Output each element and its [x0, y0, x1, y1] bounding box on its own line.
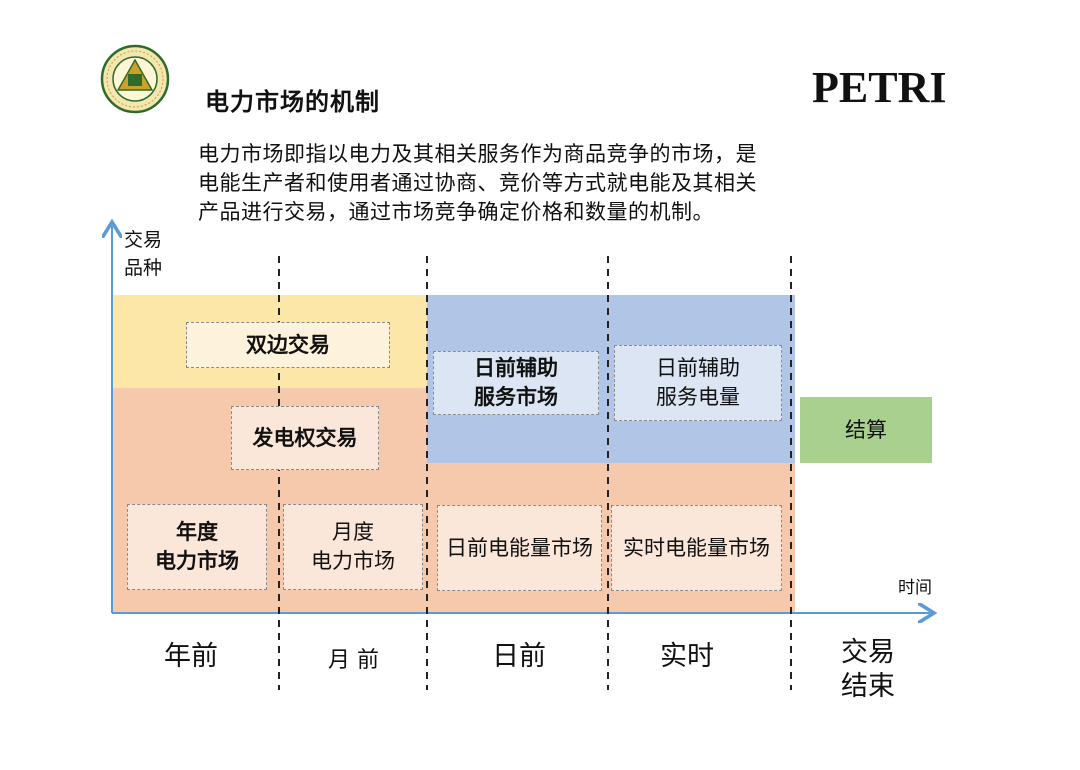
settlement-region — [800, 397, 932, 463]
phase-month-ahead: 月 前 — [328, 648, 379, 673]
bilateral-trading-box: 双边交易 — [186, 322, 390, 368]
realtime-energy-market-box: 实时电能量市场 — [611, 505, 782, 591]
monthly-market-box: 月度 电力市场 — [283, 504, 423, 590]
monthly-market-label: 月度 电力市场 — [311, 520, 395, 573]
y-axis-label: 交易 品种 — [124, 229, 163, 279]
university-logo — [100, 44, 170, 114]
phase-realtime: 实时 — [660, 641, 714, 672]
phase-day-ahead: 日前 — [492, 641, 546, 672]
settlement-box: 结算 — [845, 417, 887, 442]
generation-right-trading-box: 发电权交易 — [231, 406, 379, 470]
brand-label: PETRI — [812, 63, 947, 112]
intro-paragraph: 电力市场即指以电力及其相关服务作为商品竞争的市场，是 电能生产者和使用者通过协商… — [198, 142, 757, 224]
phase-trading-end: 交易 结束 — [841, 637, 895, 702]
phase-year-ahead: 年前 — [164, 641, 218, 672]
page-title: 电力市场的机制 — [205, 88, 380, 116]
realtime-ancillary-energy-box: 日前辅助 服务电量 — [614, 345, 782, 421]
annual-market-box: 年度 电力市场 — [127, 504, 267, 590]
x-axis-label: 时间 — [898, 578, 932, 598]
dayahead-energy-market-box: 日前电能量市场 — [437, 505, 602, 591]
dayahead-ancillary-market-box: 日前辅助 服务市场 — [433, 351, 599, 415]
